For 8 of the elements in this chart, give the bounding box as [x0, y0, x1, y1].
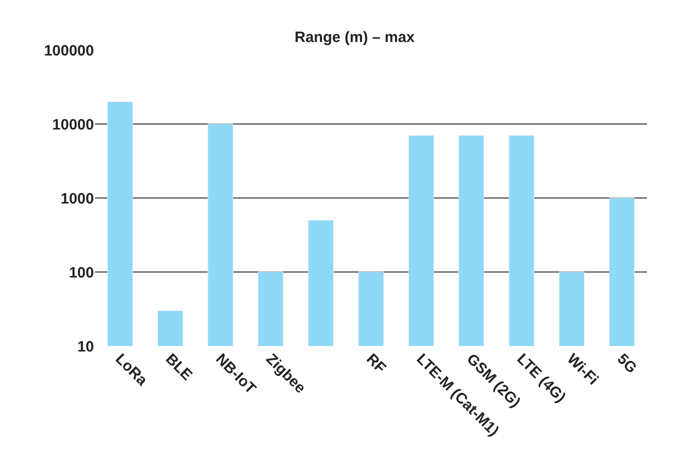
chart-title: Range (m) – max	[294, 29, 416, 46]
y-tick-label: 10000	[52, 116, 94, 134]
y-tick-label: 100	[68, 264, 94, 282]
x-tick-label: 5G	[614, 350, 640, 377]
y-tick-label: 1000	[60, 190, 94, 208]
x-tick-label: RF	[362, 350, 390, 377]
y-tick-label: 10	[77, 338, 94, 356]
y-tick-label: 100000	[44, 42, 94, 60]
